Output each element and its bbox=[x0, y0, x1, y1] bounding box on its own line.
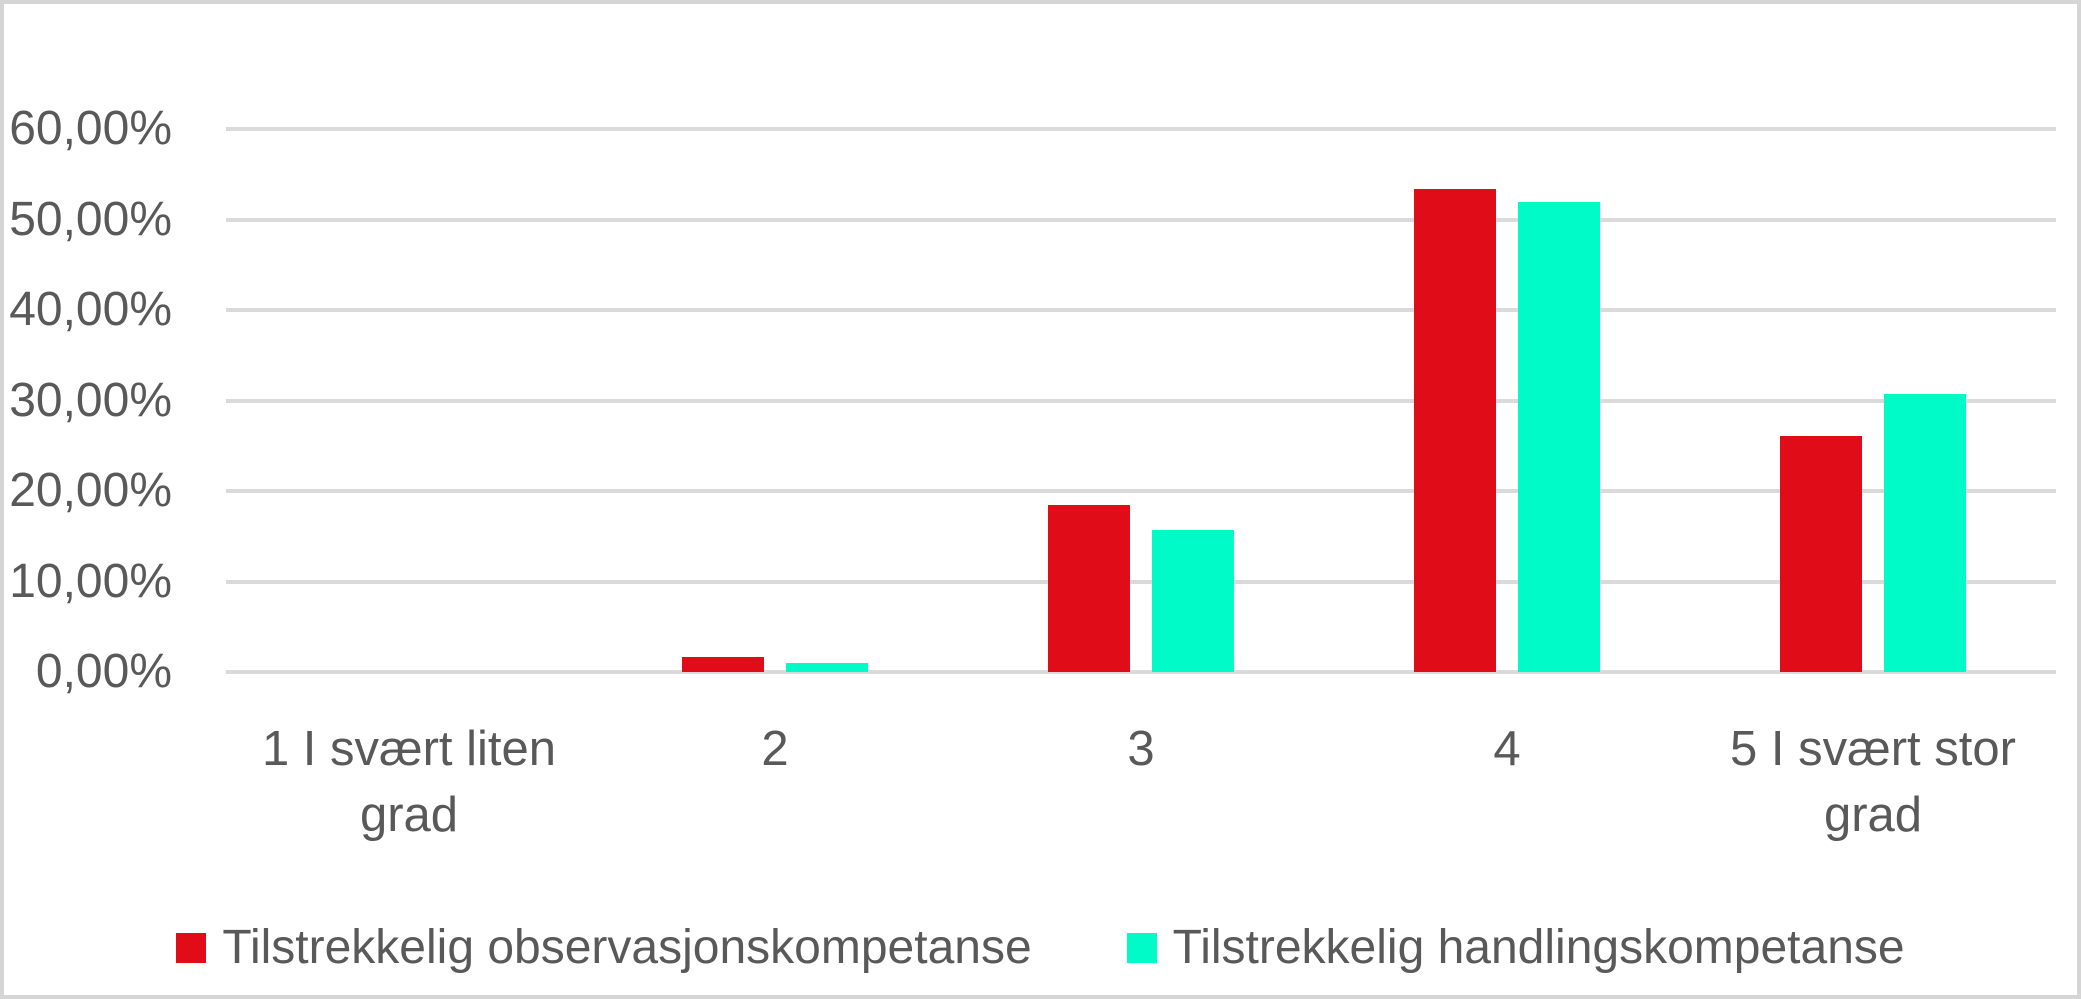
y-axis-tick-label: 0,00% bbox=[35, 645, 172, 698]
legend-item-series2: Tilstrekkelig handlingskompetanse bbox=[1126, 920, 1905, 975]
y-axis-tick-label: 60,00% bbox=[9, 102, 172, 155]
bar-series2-cat4 bbox=[1518, 202, 1600, 672]
x-axis-category-label: 5 I svært stor grad bbox=[1730, 722, 2016, 842]
bar-series1-cat5 bbox=[1780, 436, 1862, 672]
bar-series1-cat4 bbox=[1414, 189, 1496, 672]
x-axis-baseline bbox=[226, 670, 2056, 674]
x-axis-category-label: 1 I svært liten grad bbox=[261, 722, 557, 842]
gridline bbox=[226, 398, 2056, 403]
x-axis-category-label: 4 bbox=[1493, 722, 1521, 776]
y-axis-tick-label: 40,00% bbox=[9, 283, 172, 336]
legend-item-series1: Tilstrekkelig observasjonskompetanse bbox=[176, 920, 1032, 975]
legend-swatch-icon bbox=[1126, 932, 1157, 963]
legend-label: Tilstrekkelig observasjonskompetanse bbox=[222, 921, 1032, 974]
y-axis-tick-label: 10,00% bbox=[9, 554, 172, 608]
bar-series2-cat5 bbox=[1884, 394, 1966, 672]
chart-legend: Tilstrekkelig observasjonskompetanse Tils… bbox=[4, 920, 2077, 975]
y-axis-tick-label: 20,00% bbox=[9, 464, 172, 517]
gridline bbox=[226, 127, 2056, 131]
gridline bbox=[226, 217, 2056, 222]
bar-series2-cat2 bbox=[786, 663, 868, 672]
gridline bbox=[226, 579, 2056, 584]
bar-series2-cat3 bbox=[1152, 530, 1234, 672]
gridline bbox=[226, 489, 2056, 493]
bar-series1-cat3 bbox=[1048, 505, 1130, 672]
legend-swatch-icon bbox=[176, 932, 207, 963]
legend-label: Tilstrekkelig handlingskompetanse bbox=[1172, 921, 1905, 974]
x-axis-category-label: 3 bbox=[1127, 722, 1155, 776]
y-axis-tick-label: 50,00% bbox=[9, 192, 172, 246]
gridline bbox=[226, 308, 2056, 312]
y-axis-tick-label: 30,00% bbox=[9, 373, 172, 427]
bar-series1-cat2 bbox=[682, 657, 764, 672]
x-axis-category-label: 2 bbox=[761, 722, 789, 776]
